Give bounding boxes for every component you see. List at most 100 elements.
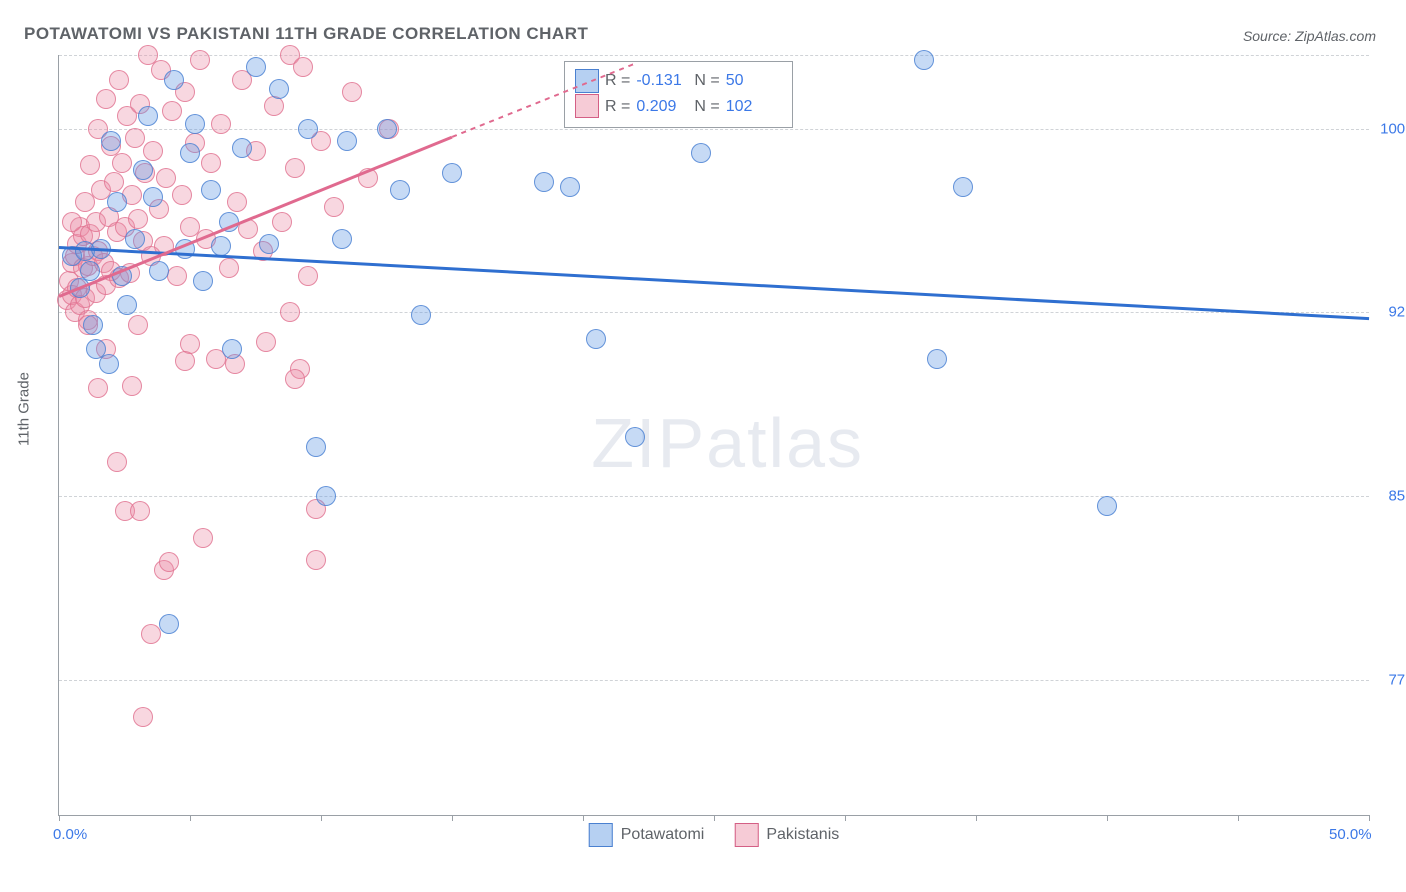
data-point-potawatomi bbox=[180, 143, 200, 163]
x-tick-label: 0.0% bbox=[53, 826, 87, 843]
data-point-potawatomi bbox=[222, 339, 242, 359]
data-point-pakistanis bbox=[285, 158, 305, 178]
data-point-potawatomi bbox=[332, 229, 352, 249]
data-point-potawatomi bbox=[390, 180, 410, 200]
data-point-pakistanis bbox=[172, 185, 192, 205]
data-point-pakistanis bbox=[128, 209, 148, 229]
data-point-pakistanis bbox=[306, 550, 326, 570]
data-point-pakistanis bbox=[159, 552, 179, 572]
legend-item-pakistanis: Pakistanis bbox=[734, 823, 839, 847]
data-point-potawatomi bbox=[125, 229, 145, 249]
data-point-pakistanis bbox=[143, 141, 163, 161]
data-point-pakistanis bbox=[219, 258, 239, 278]
data-point-pakistanis bbox=[162, 101, 182, 121]
y-tick-label: 77.5% bbox=[1388, 672, 1406, 689]
legend-r-value: -0.131 bbox=[636, 68, 688, 94]
x-tick bbox=[59, 815, 60, 821]
y-tick-label: 100.0% bbox=[1380, 120, 1406, 137]
legend-label: Potawatomi bbox=[621, 826, 705, 844]
data-point-pakistanis bbox=[298, 266, 318, 286]
data-point-potawatomi bbox=[269, 79, 289, 99]
legend-label: Pakistanis bbox=[766, 826, 839, 844]
data-point-pakistanis bbox=[122, 376, 142, 396]
data-point-pakistanis bbox=[125, 128, 145, 148]
data-point-potawatomi bbox=[246, 57, 266, 77]
y-tick-label: 85.0% bbox=[1388, 488, 1406, 505]
swatch-blue-icon bbox=[589, 823, 613, 847]
data-point-pakistanis bbox=[201, 153, 221, 173]
data-point-pakistanis bbox=[293, 57, 313, 77]
data-point-pakistanis bbox=[211, 114, 231, 134]
data-point-pakistanis bbox=[280, 302, 300, 322]
legend-row-pink: R = 0.209 N = 102 bbox=[575, 94, 778, 120]
data-point-potawatomi bbox=[138, 106, 158, 126]
legend-row-blue: R = -0.131 N = 50 bbox=[575, 68, 778, 94]
x-tick bbox=[845, 815, 846, 821]
data-point-potawatomi bbox=[211, 236, 231, 256]
data-point-potawatomi bbox=[411, 305, 431, 325]
data-point-pakistanis bbox=[109, 70, 129, 90]
x-tick bbox=[321, 815, 322, 821]
y-axis-label: 11th Grade bbox=[16, 372, 33, 446]
data-point-pakistanis bbox=[156, 168, 176, 188]
data-point-potawatomi bbox=[691, 143, 711, 163]
data-point-pakistanis bbox=[167, 266, 187, 286]
data-point-potawatomi bbox=[316, 486, 336, 506]
data-point-potawatomi bbox=[625, 427, 645, 447]
data-point-pakistanis bbox=[130, 501, 150, 521]
data-point-potawatomi bbox=[306, 437, 326, 457]
data-point-potawatomi bbox=[99, 354, 119, 374]
x-tick-label: 50.0% bbox=[1329, 826, 1372, 843]
x-tick bbox=[714, 815, 715, 821]
x-tick bbox=[190, 815, 191, 821]
legend-n-value: 50 bbox=[726, 68, 778, 94]
data-point-pakistanis bbox=[88, 378, 108, 398]
data-point-potawatomi bbox=[117, 295, 137, 315]
data-point-pakistanis bbox=[128, 315, 148, 335]
trendline-potawatomi bbox=[59, 246, 1369, 320]
legend-n-label: N = bbox=[694, 68, 719, 94]
data-point-potawatomi bbox=[914, 50, 934, 70]
series-legend: Potawatomi Pakistanis bbox=[589, 823, 840, 847]
data-point-potawatomi bbox=[586, 329, 606, 349]
data-point-pakistanis bbox=[175, 351, 195, 371]
data-point-pakistanis bbox=[272, 212, 292, 232]
swatch-pink-icon bbox=[734, 823, 758, 847]
data-point-potawatomi bbox=[159, 614, 179, 634]
data-point-potawatomi bbox=[133, 160, 153, 180]
data-point-potawatomi bbox=[80, 261, 100, 281]
data-point-potawatomi bbox=[193, 271, 213, 291]
data-point-potawatomi bbox=[442, 163, 462, 183]
gridline bbox=[59, 312, 1369, 313]
data-point-pakistanis bbox=[342, 82, 362, 102]
data-point-pakistanis bbox=[264, 96, 284, 116]
legend-r-value: 0.209 bbox=[636, 94, 688, 120]
data-point-potawatomi bbox=[377, 119, 397, 139]
data-point-potawatomi bbox=[534, 172, 554, 192]
data-point-pakistanis bbox=[80, 155, 100, 175]
data-point-pakistanis bbox=[62, 212, 82, 232]
data-point-potawatomi bbox=[298, 119, 318, 139]
data-point-potawatomi bbox=[101, 131, 121, 151]
swatch-pink-icon bbox=[575, 94, 599, 118]
chart-plot-area: ZIPatlas R = -0.131 N = 50 R = 0.209 N =… bbox=[58, 55, 1369, 816]
correlation-legend: R = -0.131 N = 50 R = 0.209 N = 102 bbox=[564, 61, 793, 128]
data-point-pakistanis bbox=[104, 172, 124, 192]
data-point-potawatomi bbox=[560, 177, 580, 197]
data-point-pakistanis bbox=[107, 452, 127, 472]
legend-r-label: R = bbox=[605, 94, 630, 120]
data-point-pakistanis bbox=[133, 707, 153, 727]
data-point-potawatomi bbox=[149, 261, 169, 281]
gridline bbox=[59, 496, 1369, 497]
data-point-potawatomi bbox=[143, 187, 163, 207]
x-tick bbox=[583, 815, 584, 821]
gridline bbox=[59, 55, 1369, 56]
x-tick bbox=[1238, 815, 1239, 821]
data-point-potawatomi bbox=[232, 138, 252, 158]
x-tick bbox=[976, 815, 977, 821]
data-point-pakistanis bbox=[193, 528, 213, 548]
watermark-atlas: atlas bbox=[706, 404, 864, 482]
legend-n-label: N = bbox=[694, 94, 719, 120]
x-tick bbox=[1369, 815, 1370, 821]
data-point-pakistanis bbox=[227, 192, 247, 212]
